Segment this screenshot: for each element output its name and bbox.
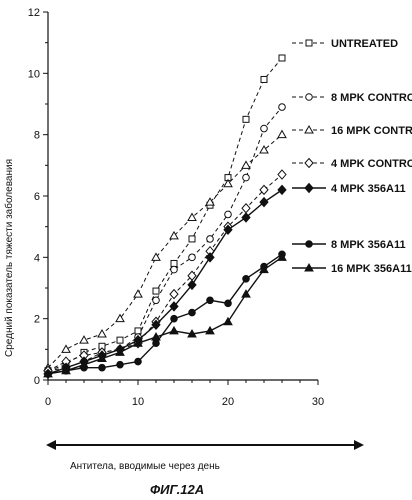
legend-entry: 4 MPK 356A11 — [292, 183, 406, 195]
legend-entry: 16 MPK CONTROL — [292, 125, 412, 137]
legend-entry: 16 MPK 356A11 — [292, 263, 412, 275]
y-tick-label: 4 — [34, 252, 40, 264]
legend-entry: 8 MPK 356A11 — [292, 239, 406, 251]
diamond-marker — [305, 159, 313, 168]
triangle-marker — [80, 336, 88, 343]
square-marker — [171, 260, 177, 266]
treatment-note: Антитела, вводимые через день — [70, 461, 220, 472]
circle-marker — [306, 94, 313, 101]
legend-label: 16 MPK 356A11 — [331, 263, 412, 275]
circle-marker — [243, 174, 250, 181]
y-tick-label: 0 — [34, 375, 40, 387]
circle-marker — [171, 315, 178, 322]
square-marker — [189, 236, 195, 242]
figure-caption: ФИГ.12А — [150, 482, 204, 497]
triangle-marker — [98, 330, 106, 337]
x-tick-label: 10 — [132, 396, 144, 408]
circle-marker — [189, 309, 196, 316]
circle-marker — [135, 358, 142, 365]
circle-marker — [243, 276, 250, 283]
legend-label: UNTREATED — [331, 38, 398, 50]
legend-label: 4 MPK 356A11 — [331, 183, 406, 195]
square-marker — [153, 288, 159, 294]
triangle-marker — [134, 290, 142, 297]
square-marker — [306, 40, 312, 46]
y-tick-label: 8 — [34, 130, 40, 142]
triangle-marker — [242, 161, 250, 168]
plot-area: 0 10 20 30 0 2 4 6 8 10 12 — [28, 7, 324, 408]
legend-label: 16 MPK CONTROL — [331, 125, 412, 137]
circle-marker — [99, 364, 106, 371]
series-4 — [44, 185, 286, 378]
triangle-marker — [170, 327, 178, 334]
treatment-arrow — [46, 440, 364, 450]
circle-marker — [153, 340, 160, 347]
y-tick-label: 2 — [34, 314, 40, 326]
legend-label: 8 MPK CONTROL — [331, 92, 412, 104]
diamond-marker — [305, 184, 313, 193]
triangle-marker — [62, 345, 70, 352]
legend-label: 8 MPK 356A11 — [331, 239, 406, 251]
y-tick-label: 6 — [34, 191, 40, 203]
triangle-marker — [206, 327, 214, 334]
triangle-marker — [278, 131, 286, 138]
diamond-marker — [170, 290, 178, 299]
x-tick-label: 0 — [45, 396, 51, 408]
series-line — [48, 135, 282, 368]
triangle-marker — [116, 315, 124, 322]
series-5 — [45, 251, 286, 377]
diamond-marker — [242, 204, 250, 213]
square-marker — [261, 76, 267, 82]
y-axis-label: Средний показатель тяжести заболевания — [3, 159, 15, 357]
circle-marker — [171, 266, 178, 273]
circle-marker — [189, 254, 196, 261]
circle-marker — [207, 236, 214, 243]
legend-label: 4 MPK CONTROL — [331, 158, 412, 170]
diamond-marker — [278, 185, 286, 194]
circle-marker — [261, 125, 268, 132]
square-marker — [243, 116, 249, 122]
square-marker — [279, 55, 285, 61]
square-marker — [135, 328, 141, 334]
circle-marker — [153, 297, 160, 304]
x-tick-label: 30 — [312, 396, 324, 408]
circle-marker — [306, 241, 313, 248]
legend: UNTREATED 8 MPK CONTROL 16 MPK CONTROL 4 MP… — [292, 38, 412, 275]
square-marker — [117, 337, 123, 343]
circle-marker — [225, 211, 232, 218]
triangle-marker — [224, 318, 232, 325]
circle-marker — [117, 361, 124, 368]
chart: 0 10 20 30 0 2 4 6 8 10 12 UNTREATED 8 MPK CONTROL 1… — [0, 0, 412, 470]
circle-marker — [225, 300, 232, 307]
diamond-marker — [278, 170, 286, 179]
legend-entry: 8 MPK CONTROL — [292, 92, 412, 104]
x-tick-label: 20 — [222, 396, 234, 408]
circle-marker — [279, 104, 286, 111]
series-3 — [44, 170, 286, 375]
circle-marker — [207, 297, 214, 304]
legend-entry: 4 MPK CONTROL — [292, 158, 412, 170]
legend-entry: UNTREATED — [292, 38, 398, 50]
y-tick-label: 12 — [28, 7, 40, 19]
y-tick-label: 10 — [28, 68, 40, 80]
